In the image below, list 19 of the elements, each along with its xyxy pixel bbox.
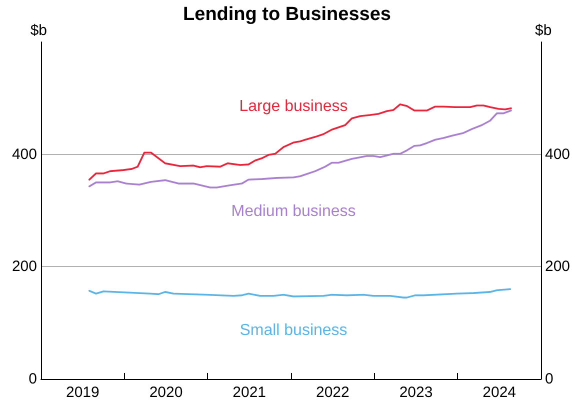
y-tick-label: 0 xyxy=(28,370,37,388)
x-tick-label: 2022 xyxy=(316,384,350,401)
y-axis-title: $b xyxy=(30,22,47,39)
series-label: Large business xyxy=(239,98,348,116)
y2-axis-title: $b xyxy=(535,22,552,39)
y-tick-label: 400 xyxy=(12,146,37,163)
y2-tick-label: 400 xyxy=(545,146,570,163)
y-tick-label: 200 xyxy=(12,258,37,276)
x-tick-label: 2023 xyxy=(399,384,433,401)
x-tick-label: 2024 xyxy=(482,384,516,401)
x-tick-label: 2019 xyxy=(66,384,100,401)
series-label: Medium business xyxy=(231,202,356,220)
line-series xyxy=(88,288,512,298)
chart-title: Lending to Businesses xyxy=(183,4,391,25)
x-tick-label: 2020 xyxy=(149,384,183,401)
x-tick-label: 2021 xyxy=(232,384,266,401)
y2-tick-label: 0 xyxy=(545,370,554,388)
y2-tick-label: 200 xyxy=(545,258,570,276)
series-label: Small business xyxy=(240,322,348,339)
